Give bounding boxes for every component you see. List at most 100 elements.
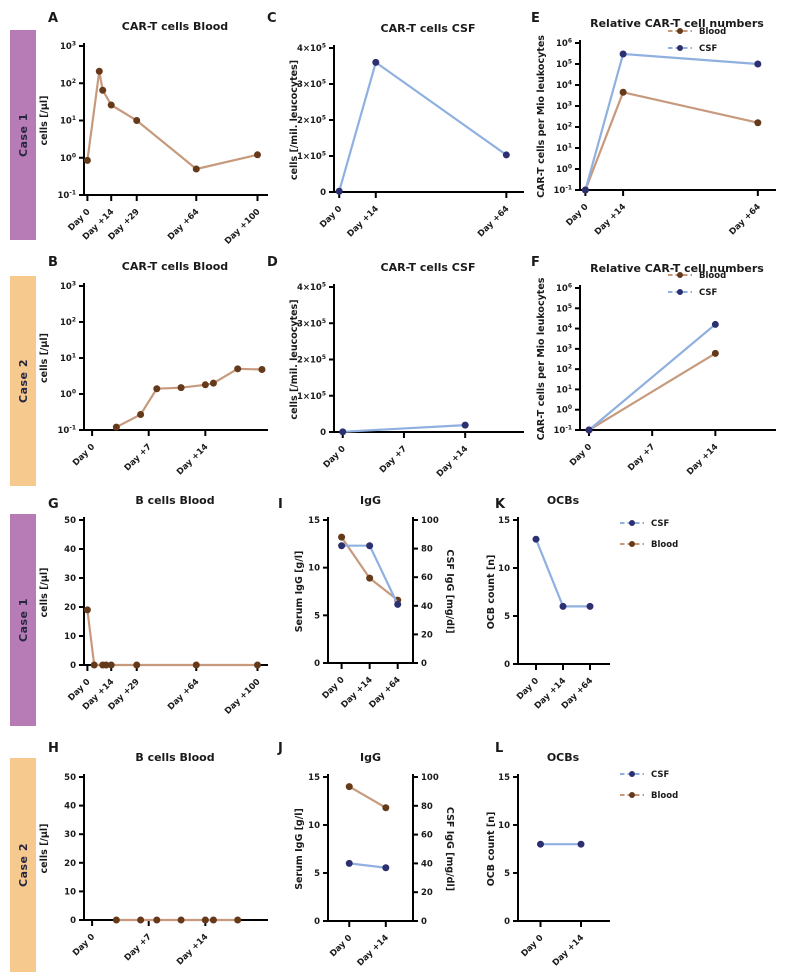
legend-blood-marker	[629, 541, 635, 547]
panel-J-chart: J IgG 15 10 5 0 Serum IgG [g/l] 100 80 60 40 20 0 CSF…	[277, 741, 455, 968]
y2-tick-label: 60	[421, 831, 433, 841]
series-blood-point	[102, 661, 110, 669]
y-tick-label: 102	[556, 364, 572, 376]
x-tick-label: Day +14	[551, 933, 586, 968]
legend-blood-label: Blood	[699, 271, 726, 281]
series-blood-point	[201, 916, 209, 924]
legend-csf-label: CSF	[651, 519, 670, 529]
y2-tick-label: 100	[421, 516, 439, 526]
series-blood-point	[754, 119, 762, 127]
series-blood-point	[83, 606, 91, 614]
y-tick-label: 10	[498, 564, 510, 574]
series-csf-point	[532, 535, 540, 543]
panel-title: IgG	[360, 494, 381, 507]
y-tick-label: 40	[64, 802, 76, 812]
series-blood-point	[201, 381, 209, 389]
x-tick-label: Day +14	[175, 932, 210, 967]
series-blood-point	[711, 349, 719, 357]
x-tick-label: Day +64	[728, 202, 763, 237]
panel-I-chart: I IgG 15 10 5 0 Serum IgG [g/l] 100 80 60 40 20 0 CSF…	[278, 494, 455, 710]
series-csf-point	[335, 187, 343, 195]
y-axis-title: Serum IgG [g/l]	[294, 808, 305, 890]
y-tick-label: 103	[556, 101, 572, 113]
y-tick-label: 0	[314, 659, 320, 669]
case-bar-label: Case 2	[16, 359, 30, 403]
case-bar-1: Case 1	[10, 30, 36, 240]
series-csf-point	[754, 60, 762, 68]
y-tick-label: 0	[320, 188, 326, 198]
series-blood-point	[177, 384, 185, 392]
y2-tick-label: 100	[421, 773, 439, 783]
x-tick-label: Day +7	[123, 442, 154, 473]
panel-C: C CAR-T cells CSF 4×105 3×105 2×105 1×105 0 cel…	[262, 4, 536, 248]
y-tick-label: 50	[64, 516, 76, 526]
panel-letter: F	[531, 255, 540, 270]
series-blood-point	[107, 101, 115, 109]
series-blood-point	[234, 365, 242, 373]
y-tick-label: 15	[308, 516, 320, 526]
case-bar-label: Case 2	[16, 843, 30, 887]
series-csf-line	[348, 862, 387, 869]
series-blood-point	[133, 661, 141, 669]
series-csf-point	[581, 186, 589, 194]
panel-F: F Relative CAR-T cell numbers 106 105 104 103…	[520, 248, 805, 492]
series-blood-point	[209, 916, 217, 924]
y-tick-label: 104	[556, 80, 572, 92]
panel-B: B CAR-T cells Blood 103 102 101 100 10-1 cells …	[38, 248, 284, 492]
panel-letter: G	[48, 497, 59, 512]
series-blood-point	[153, 916, 161, 924]
panel-letter: B	[48, 255, 58, 270]
panel-I: I IgG 15 10 5 0 Serum IgG [g/l] 100 80 60 40 20 0 CSF…	[272, 490, 500, 734]
panel-letter: H	[48, 741, 59, 756]
y-axis-title: Serum IgG [g/l]	[294, 551, 305, 633]
y-tick-label: 4×105	[297, 282, 326, 294]
series-blood-point	[99, 86, 107, 94]
panel-J: J IgG 15 10 5 0 Serum IgG [g/l] 100 80 60 40 20 0 CSF…	[272, 734, 500, 977]
panel-title: Relative CAR-T cell numbers	[590, 17, 764, 30]
y-tick-label: 1×105	[297, 151, 326, 163]
series-blood-point	[90, 661, 98, 669]
y-tick-label: 15	[498, 516, 510, 526]
y-axis-title: cells [/mil. leucocytes]	[289, 60, 300, 180]
y-tick-label: 2×105	[297, 115, 326, 127]
series-csf-point	[345, 859, 353, 867]
case-bar-2: Case 2	[10, 276, 36, 486]
panel-title: B cells Blood	[135, 751, 214, 764]
x-tick-label: Day 0	[71, 932, 97, 958]
panel-B-chart: B CAR-T cells Blood 103 102 101 100 10-1 cells …	[39, 255, 268, 477]
y-tick-label: 10	[64, 632, 76, 642]
panel-letter: E	[531, 11, 540, 26]
y-axis-title: CAR-T cells per Mio leukocytes	[536, 35, 547, 198]
panel-title: OCBs	[547, 751, 580, 764]
y-tick-label: 10	[308, 821, 320, 831]
legend-blood-marker	[629, 792, 635, 798]
panel-title: OCBs	[547, 494, 580, 507]
series-blood-line	[584, 91, 759, 192]
y-axis-title: cells [/µl]	[39, 96, 50, 146]
y-tick-label: 103	[556, 343, 572, 355]
x-tick-label: Day +64	[166, 207, 201, 242]
legend-csf-label: CSF	[699, 44, 718, 54]
series-blood-point	[153, 385, 161, 393]
panel-title: B cells Blood	[135, 494, 214, 507]
panel-letter: C	[267, 11, 277, 26]
panel-H: H B cells Blood 50 40 30 20 10 0 cells [/µl] Day …	[38, 734, 284, 977]
legend-blood-marker	[677, 28, 683, 34]
y-tick-label: 104	[556, 323, 572, 335]
y-tick-label: 10	[308, 564, 320, 574]
y-tick-label: 2×105	[297, 354, 326, 366]
y-tick-label: 5	[314, 611, 320, 621]
y-axis-title: cells [/µl]	[39, 568, 50, 618]
panel-title: CAR-T cells CSF	[381, 22, 476, 35]
y-tick-label: 30	[64, 830, 76, 840]
case-bar-label: Case 1	[16, 598, 30, 642]
y2-tick-label: 0	[421, 917, 427, 927]
y-tick-label: 0	[504, 660, 510, 670]
series-blood-line	[86, 70, 259, 171]
series-blood-point	[258, 365, 266, 373]
panel-H-chart: H B cells Blood 50 40 30 20 10 0 cells [/µl] Day …	[39, 741, 268, 967]
y-tick-label: 15	[308, 773, 320, 783]
x-tick-label: Day +64	[166, 677, 201, 712]
